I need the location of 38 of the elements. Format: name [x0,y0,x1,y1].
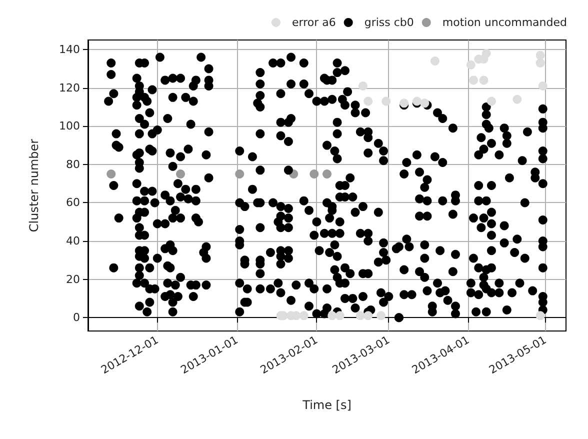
point [322,170,332,179]
point [299,311,308,320]
point [364,96,373,106]
point [466,60,476,70]
y-tick-label: 40 [66,234,80,248]
point [235,170,244,179]
point [536,50,545,60]
point [430,56,440,66]
point [468,76,478,85]
y-tick-label: 0 [73,311,80,324]
y-axis-title: Cluster number [27,138,41,232]
point [358,81,368,90]
legend-label: griss cb0 [364,16,414,29]
legend-label: error a6 [292,16,336,29]
y-tick-label: 120 [59,81,80,94]
point [335,311,344,320]
point [356,311,365,320]
point [536,58,545,68]
point [512,94,522,104]
point [106,170,116,179]
x-axis-title: Time [s] [302,398,352,412]
point [538,81,548,90]
y-tick-label: 140 [59,43,80,56]
point [176,170,186,179]
y-tick-label: 60 [66,196,80,210]
point [382,96,391,106]
y-tick-label: 100 [59,120,80,133]
point [486,96,496,106]
y-tick-label: 20 [66,272,80,286]
point [420,98,430,108]
point [364,311,373,320]
legend-label: motion uncommanded [442,16,567,29]
point [328,311,337,320]
point [536,311,545,320]
point [479,76,488,85]
y-tick-label: 80 [66,158,80,171]
point [376,311,386,320]
point [310,170,319,179]
